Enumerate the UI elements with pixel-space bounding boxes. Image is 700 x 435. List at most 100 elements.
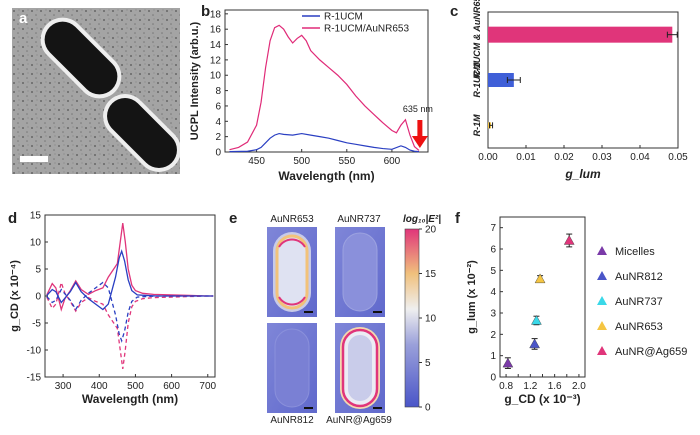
point-2 [529, 338, 540, 349]
point-5 [563, 235, 575, 245]
x-tick-label: 550 [338, 156, 355, 167]
field-tile-aunrag659 [335, 323, 385, 413]
bar-2 [488, 73, 514, 87]
series-line-3 [46, 249, 214, 311]
legend-marker-4 [597, 321, 607, 330]
y-tick-label: 10 [30, 238, 42, 249]
x-tick-label: 2.0 [572, 381, 586, 392]
series-line-2 [46, 280, 214, 369]
legend-marker-3 [597, 296, 607, 305]
y-tick-label: 8 [215, 86, 221, 97]
legend-label-2: AuNR812 [615, 271, 663, 283]
panel-d: d 300 400 500 600 700 -15 -10 -5 0 5 10 15 Wavelengt… [0, 205, 225, 430]
x-tick-label: 600 [163, 381, 180, 392]
colorbar-label: log₁₀|E²| [403, 214, 441, 225]
series-line-2 [229, 24, 420, 151]
nanorod-1 [40, 17, 122, 99]
chart-c: 0.00 0.01 0.02 0.03 0.04 0.05 g_lum R-1UCM & Au… [472, 0, 688, 181]
legend-marker-1 [597, 246, 607, 255]
colorbar-tick-label: 0 [425, 403, 431, 414]
x-axis-label: Wavelength (nm) [82, 392, 178, 406]
point-3 [531, 315, 542, 325]
plot-frame [224, 9, 429, 153]
y-tick-label: -15 [27, 373, 42, 384]
y-tick-label: 0 [35, 292, 41, 303]
panel-c: c 0.00 0.01 0.02 0.03 0.04 0.05 g_lum R-1UCM & … [442, 0, 700, 190]
category-label-2: R-1UCM [472, 62, 482, 98]
panel-a: a [0, 0, 180, 176]
x-tick-label: 0.02 [554, 152, 574, 163]
y-tick-label: -5 [32, 319, 41, 330]
red-arrow-head [411, 136, 428, 148]
tile-label-aunr812: AuNR812 [270, 415, 314, 426]
colorbar-ticks: 20 15 10 5 0 [419, 225, 437, 414]
panel-e: e AuNR653 AuNR737 AuNR812 AuNR@Ag659 [225, 205, 455, 430]
x-tick-label: 0.00 [478, 152, 498, 163]
x-tick-label: 0.04 [630, 152, 650, 163]
x-tick-label: 700 [199, 381, 216, 392]
panel-label-d: d [8, 210, 18, 227]
series-line-1 [229, 132, 420, 153]
y-tick-label: 4 [215, 117, 221, 128]
category-label-1: R-1UCM & AuNR653 [472, 0, 482, 78]
y-tick-label: 0 [215, 148, 221, 159]
x-axis-label: g_CD (x 10⁻³) [504, 392, 580, 406]
panel-label-a: a [19, 10, 28, 27]
colorbar-tick-label: 15 [425, 269, 437, 280]
chart-d: 300 400 500 600 700 -15 -10 -5 0 5 10 15 Wavelength … [9, 211, 217, 407]
legend-label-1: Micelles [615, 246, 655, 258]
legend-marker-2 [597, 271, 607, 280]
chart-b: 450 500 550 600 0 2 4 6 8 10 12 14 16 18 Wavelength (n… [189, 9, 433, 183]
chart-f: 0.8 1.2 1.6 2.0 0 1 2 3 4 5 6 7 g_CD (x 10⁻³) g_lum (… [466, 216, 687, 406]
x-tick-label: 450 [248, 156, 265, 167]
y-tick-label: 6 [490, 245, 496, 256]
y-tick-label: 3 [490, 309, 496, 320]
x-axis-label: Wavelength (nm) [278, 169, 374, 183]
panel-label-c: c [450, 3, 459, 20]
y-tick-label: 7 [490, 223, 496, 234]
y-axis-label: UCPL Intensity (arb.u.) [189, 21, 201, 140]
y-tick-label: 0 [490, 373, 496, 384]
panel-f: f 0.8 1.2 1.6 2.0 0 1 2 3 4 5 6 7 g_CD (x 10⁻³) g_lum… [455, 205, 700, 430]
panel-label-e: e [229, 210, 238, 227]
field-tile-aunr812 [267, 323, 317, 413]
x-tick-label: 0.05 [668, 152, 688, 163]
tile-label-aunrag659: AuNR@Ag659 [326, 415, 392, 426]
y-tick-label: 5 [35, 265, 41, 276]
y-tick-label: 10 [210, 71, 222, 82]
y-tick-label: 14 [210, 40, 222, 51]
x-tick-label: 300 [55, 381, 72, 392]
colorbar [404, 228, 420, 408]
colorbar-tick-label: 10 [425, 314, 437, 325]
x-tick-label: 600 [384, 156, 401, 167]
legend-label-1: R-1UCM [324, 12, 363, 23]
y-tick-label: 4 [490, 287, 496, 298]
colorbar-tick-label: 5 [425, 358, 431, 369]
tile-label-aunr737: AuNR737 [337, 214, 381, 225]
legend-label-4: AuNR653 [615, 321, 663, 333]
y-tick-label: 2 [490, 330, 496, 341]
x-tick-label: 1.2 [523, 381, 537, 392]
bar-1 [488, 26, 673, 43]
y-tick-label: 5 [490, 266, 496, 277]
y-tick-label: -10 [27, 346, 42, 357]
point-4 [534, 273, 546, 284]
x-tick-label: 0.8 [499, 381, 513, 392]
nanorod-2 [103, 94, 180, 172]
y-axis-label: g_CD (x 10⁻⁴) [9, 260, 21, 332]
x-tick-label: 500 [127, 381, 144, 392]
annotation-635nm: 635 nm [403, 104, 433, 114]
legend-marker-5 [597, 346, 607, 355]
y-tick-label: 15 [30, 211, 42, 222]
field-tile-aunr737 [335, 227, 385, 317]
tile-label-aunr653: AuNR653 [270, 214, 314, 225]
legend-label-3: AuNR737 [615, 296, 663, 308]
legend-label-2: R-1UCM/AuNR653 [324, 24, 409, 35]
panel-label-b: b [201, 3, 211, 20]
series-line-4 [46, 281, 214, 343]
panel-label-f: f [455, 210, 460, 227]
panel-b: b 450 500 550 600 0 2 4 6 8 10 12 14 16 18 Wavelength … [180, 0, 442, 190]
tem-image [12, 8, 180, 174]
legend-label-5: AuNR@Ag659 [615, 346, 687, 358]
y-tick-label: 2 [215, 132, 221, 143]
